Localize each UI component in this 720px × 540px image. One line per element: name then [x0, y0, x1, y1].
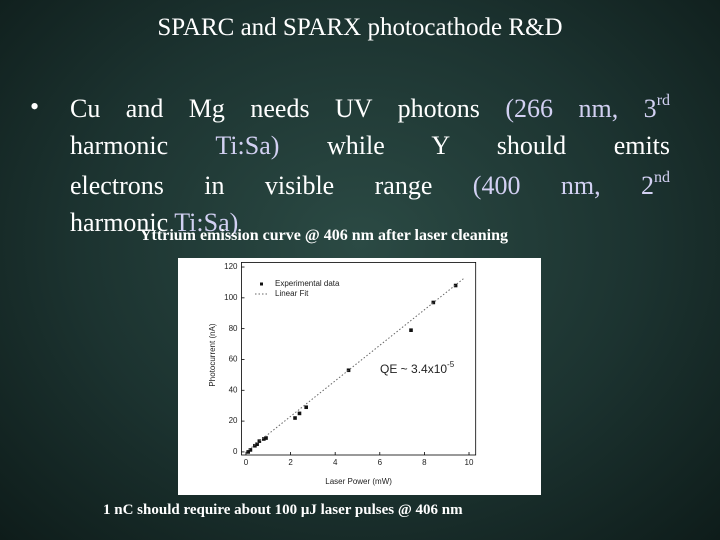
data-point	[264, 436, 268, 440]
text: harmonic	[70, 208, 169, 237]
data-point	[255, 442, 259, 447]
data-point	[257, 439, 262, 443]
data-point	[248, 448, 253, 452]
y-tick-label: 80	[229, 324, 238, 333]
data-point	[246, 450, 250, 454]
highlight: (266 nm, 3	[505, 94, 657, 123]
annotation-text: QE ~ 3.4x10	[380, 362, 447, 376]
data-point	[304, 405, 308, 410]
x-tick-label: 8	[422, 458, 427, 467]
annotation: QE ~ 3.4x10-5	[380, 360, 455, 376]
y-tick-label: 60	[229, 355, 238, 364]
x-axis-label: Laser Power (mW)	[325, 477, 392, 486]
text: electrons in visible range	[70, 171, 433, 200]
y-tick-label: 40	[229, 385, 238, 394]
footnote: 1 nC should require about 100 μJ laser p…	[103, 502, 463, 518]
legend-label: Linear Fit	[275, 289, 309, 298]
bullet-line: harmonic Ti:Sa) while Y should emits	[70, 131, 670, 161]
y-tick-label: 0	[233, 447, 238, 456]
x-tick-label: 0	[244, 458, 249, 467]
legend-label: Experimental data	[275, 279, 340, 288]
data-point	[262, 437, 266, 441]
highlight: Ti:Sa)	[174, 208, 239, 237]
data-point	[253, 443, 257, 448]
x-tick-label: 6	[378, 458, 383, 467]
superscript: nd	[654, 169, 671, 186]
text: Cu and Mg needs UV photons	[70, 94, 480, 123]
y-axis-label: Photocurrent (nA)	[208, 323, 217, 386]
data-point	[453, 283, 458, 288]
x-tick-label: 4	[333, 458, 338, 467]
data-point	[297, 411, 302, 416]
figure-caption: Yttrium emission curve @ 406 nm after la…	[140, 227, 509, 244]
legend-marker	[260, 282, 263, 286]
x-tick-label: 2	[288, 458, 293, 467]
fit-line	[245, 277, 465, 453]
y-tick-label: 20	[229, 416, 238, 425]
x-tick-label: 10	[465, 458, 474, 467]
chart-background	[178, 258, 541, 495]
bullet-marker: •	[30, 92, 40, 121]
bullet-line: Cu and Mg needs UV photons (266 nm, 3rd	[70, 92, 670, 124]
plot-frame	[241, 262, 477, 456]
y-tick-label: 100	[224, 293, 238, 302]
data-point	[409, 328, 413, 332]
superscript: rd	[656, 92, 671, 109]
text: harmonic	[70, 131, 169, 160]
bullet-line: harmonic Ti:Sa)	[70, 208, 670, 238]
highlight: Ti:Sa)	[215, 131, 280, 160]
data-point	[293, 416, 297, 420]
highlight: (400 nm, 2	[472, 171, 655, 200]
y-tick-label: 120	[224, 262, 238, 271]
text: while Y should emits	[326, 131, 671, 160]
bullet-line: electrons in visible range (400 nm, 2nd	[70, 169, 670, 201]
data-point	[431, 300, 436, 305]
data-point	[346, 368, 351, 373]
slide-title: SPARC and SPARX photocathode R&D	[157, 14, 563, 41]
annotation-exponent: -5	[447, 360, 455, 369]
